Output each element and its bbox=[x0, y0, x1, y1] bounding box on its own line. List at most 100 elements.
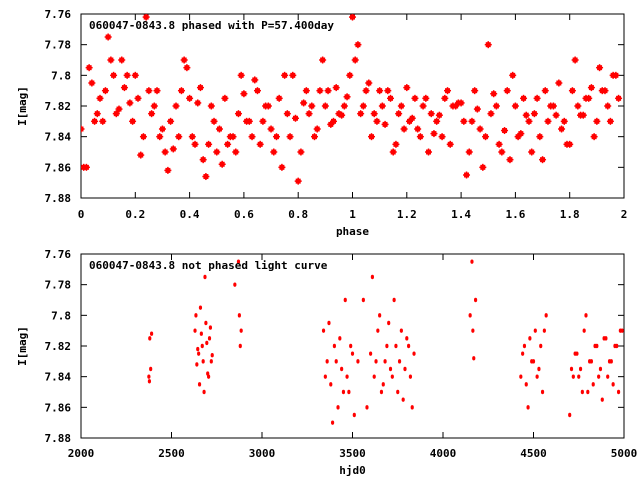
data-point bbox=[528, 148, 536, 156]
phased-x-tick-label: 0.4 bbox=[180, 208, 200, 221]
data-point bbox=[196, 84, 204, 92]
data-point bbox=[425, 148, 433, 156]
data-point bbox=[205, 340, 209, 346]
data-point bbox=[509, 71, 517, 79]
data-point bbox=[289, 71, 297, 79]
data-point bbox=[412, 351, 416, 356]
data-point bbox=[446, 140, 454, 148]
data-point bbox=[321, 102, 329, 110]
data-point bbox=[240, 90, 248, 98]
data-point bbox=[239, 328, 243, 333]
data-point bbox=[272, 133, 280, 141]
data-point bbox=[341, 389, 346, 395]
phased-y-tick-label: 7.8 bbox=[51, 69, 71, 82]
data-point bbox=[468, 117, 476, 125]
data-point bbox=[540, 389, 545, 395]
data-point bbox=[528, 336, 532, 341]
phased-x-tick-label: 0.8 bbox=[288, 208, 308, 221]
data-point bbox=[332, 343, 336, 349]
data-point bbox=[131, 71, 139, 79]
data-point bbox=[539, 156, 547, 164]
data-point bbox=[351, 56, 359, 64]
data-point bbox=[186, 94, 194, 102]
data-point bbox=[357, 110, 365, 118]
data-point bbox=[479, 163, 487, 171]
data-point bbox=[522, 343, 527, 349]
data-point bbox=[85, 64, 93, 72]
phased-x-tick-label: 1.8 bbox=[560, 208, 580, 221]
data-point bbox=[370, 274, 375, 280]
unphased-x-tick-label: 3500 bbox=[339, 447, 366, 460]
data-point bbox=[264, 102, 272, 110]
data-point bbox=[568, 87, 576, 95]
data-point bbox=[613, 343, 617, 349]
data-point bbox=[167, 117, 175, 125]
phased-x-axis-label: phase bbox=[336, 225, 369, 238]
phased-y-axis-label: I[mag] bbox=[16, 86, 29, 126]
data-point bbox=[441, 94, 449, 102]
unphased-y-tick-label: 7.82 bbox=[45, 340, 72, 353]
data-point bbox=[218, 160, 226, 168]
data-point bbox=[335, 110, 343, 118]
data-point bbox=[403, 84, 411, 92]
data-point bbox=[376, 328, 380, 333]
unphased-y-tick-label: 7.86 bbox=[45, 401, 72, 414]
data-point bbox=[535, 374, 539, 379]
data-point bbox=[147, 379, 152, 384]
data-point bbox=[126, 99, 134, 107]
data-point bbox=[202, 389, 206, 395]
data-point bbox=[541, 87, 549, 95]
data-point bbox=[394, 343, 398, 349]
data-point bbox=[390, 374, 394, 379]
data-point bbox=[381, 120, 389, 128]
data-point bbox=[324, 87, 332, 95]
data-point bbox=[590, 133, 598, 141]
data-point bbox=[408, 374, 413, 379]
data-point bbox=[463, 171, 471, 179]
data-point bbox=[495, 140, 503, 148]
data-point bbox=[137, 151, 145, 159]
data-point bbox=[407, 343, 411, 349]
data-point bbox=[430, 130, 438, 138]
data-point bbox=[487, 110, 495, 118]
data-point bbox=[563, 140, 571, 148]
data-point bbox=[449, 102, 457, 110]
data-point bbox=[148, 336, 152, 341]
data-point bbox=[208, 325, 213, 330]
data-point bbox=[544, 117, 552, 125]
data-point bbox=[150, 102, 158, 110]
unphased-x-tick-label: 2000 bbox=[68, 447, 95, 460]
data-point bbox=[368, 133, 376, 141]
data-point bbox=[403, 366, 407, 372]
data-point bbox=[195, 362, 199, 367]
data-point bbox=[112, 110, 120, 118]
data-point bbox=[574, 102, 582, 110]
data-point bbox=[571, 374, 575, 379]
data-point bbox=[378, 313, 382, 318]
data-point bbox=[104, 33, 112, 41]
data-point bbox=[232, 148, 240, 156]
unphased-y-tick-label: 7.8 bbox=[51, 309, 71, 322]
data-point bbox=[256, 140, 264, 148]
data-point bbox=[238, 343, 242, 349]
data-point bbox=[278, 163, 286, 171]
data-point bbox=[332, 84, 340, 92]
data-point bbox=[321, 328, 326, 333]
data-point bbox=[147, 374, 151, 379]
data-point bbox=[224, 140, 232, 148]
data-point bbox=[354, 41, 362, 49]
data-point bbox=[226, 133, 234, 141]
data-point bbox=[313, 125, 321, 133]
data-point bbox=[91, 117, 99, 125]
unphased-x-tick-label: 2500 bbox=[158, 447, 185, 460]
data-point bbox=[200, 343, 204, 349]
data-point bbox=[537, 366, 541, 372]
unphased-data-points bbox=[147, 259, 624, 425]
data-point bbox=[582, 328, 586, 333]
data-point bbox=[194, 313, 198, 318]
data-point bbox=[555, 79, 563, 87]
data-point bbox=[606, 117, 614, 125]
data-point bbox=[422, 94, 430, 102]
data-point bbox=[275, 94, 283, 102]
data-point bbox=[530, 110, 538, 118]
